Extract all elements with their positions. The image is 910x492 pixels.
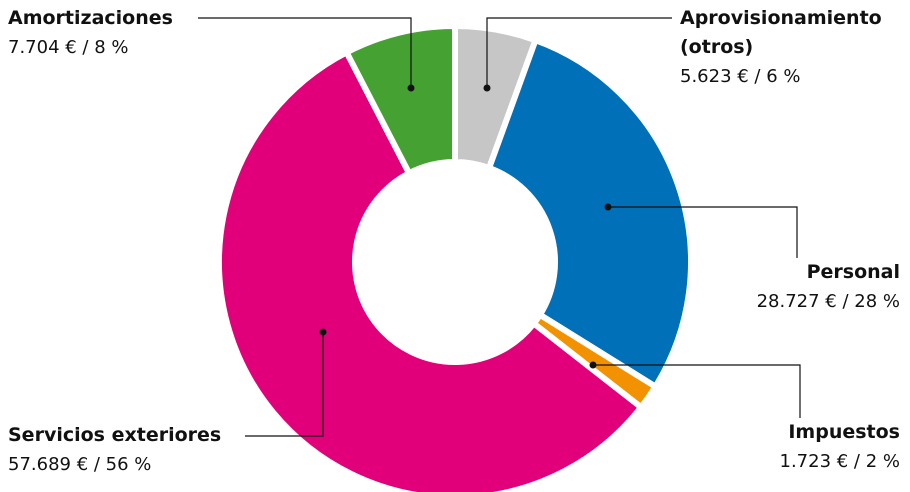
slice-label: Impuestos 1.723 € / 2 %: [780, 418, 901, 476]
leader-line: [593, 364, 801, 418]
leader-line: [608, 206, 798, 258]
category-name: Amortizaciones: [8, 7, 173, 29]
value-label: 57.689 € / 56 %: [8, 454, 152, 475]
value-label: 7.704 € / 8 %: [8, 37, 129, 58]
slice-label: Servicios exteriores 57.689 € / 56 %: [8, 421, 221, 479]
category-name: Servicios exteriores: [8, 424, 222, 446]
value-label: 1.723 € / 2 %: [779, 451, 901, 472]
leader-dot: [483, 84, 491, 92]
value-label: 28.727 € / 28 %: [756, 291, 900, 312]
slice: [216, 48, 646, 492]
category-name: Personal: [806, 261, 900, 283]
category-name: Aprovisionamiento (otros): [680, 7, 882, 58]
leader-line: [486, 17, 672, 88]
slice-label: Amortizaciones 7.704 € / 8 %: [8, 4, 173, 62]
leader-line: [245, 332, 324, 437]
value-label: 5.623 € / 6 %: [680, 66, 801, 87]
slice-label: Personal 28.727 € / 28 %: [757, 258, 900, 316]
slice: [342, 22, 458, 178]
category-name: Impuestos: [788, 421, 900, 443]
slice-label: Aprovisionamiento (otros) 5.623 € / 6 %: [680, 4, 905, 91]
leader-dot: [604, 203, 612, 211]
leader-line: [198, 17, 412, 88]
leader-dot: [319, 328, 327, 336]
leader-dot: [407, 84, 415, 92]
leader-dot: [589, 361, 597, 369]
slice: [485, 36, 694, 391]
